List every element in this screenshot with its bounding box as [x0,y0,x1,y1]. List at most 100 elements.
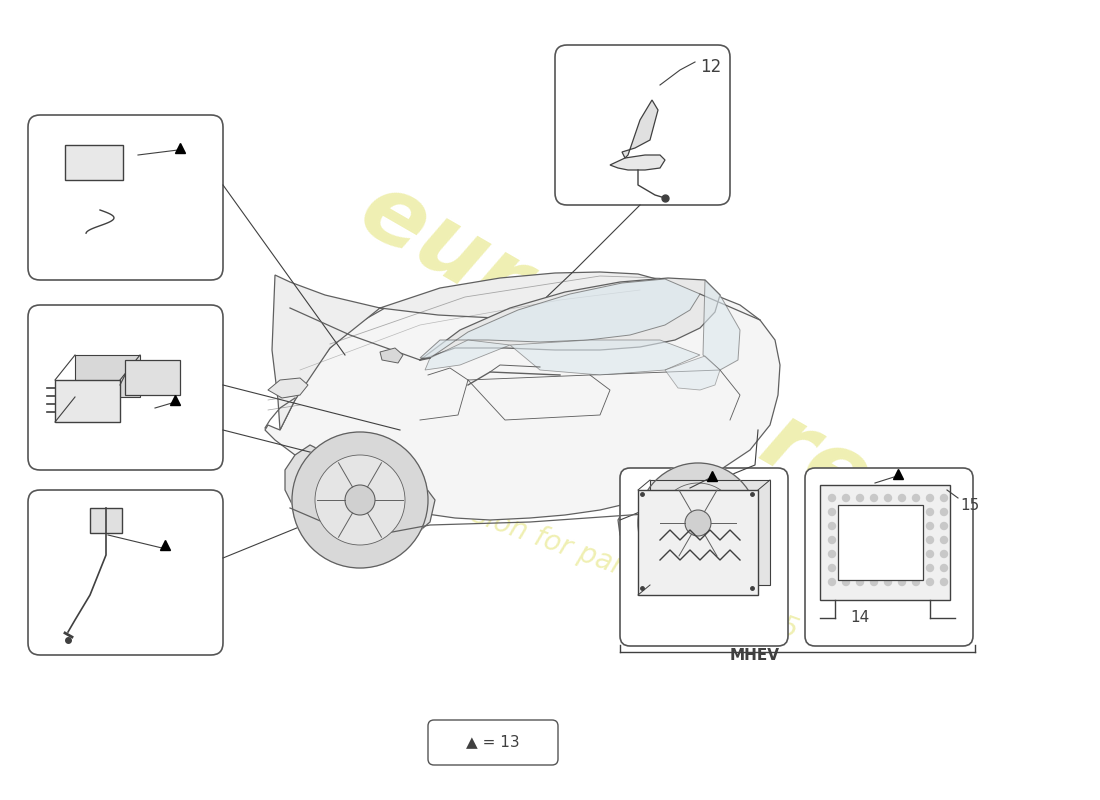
Polygon shape [618,483,778,563]
Circle shape [315,455,405,545]
Circle shape [884,537,891,543]
FancyBboxPatch shape [65,145,123,180]
FancyBboxPatch shape [90,508,122,533]
Circle shape [843,522,849,530]
Polygon shape [425,340,510,370]
Circle shape [857,494,864,502]
Circle shape [828,550,836,558]
Circle shape [870,565,878,571]
Text: a passion for parts since 1985: a passion for parts since 1985 [398,475,802,645]
Circle shape [940,578,947,586]
FancyBboxPatch shape [28,305,223,470]
Circle shape [843,509,849,515]
Polygon shape [420,278,720,360]
FancyBboxPatch shape [650,480,770,585]
Circle shape [828,494,836,502]
Circle shape [828,565,836,571]
Circle shape [940,550,947,558]
Polygon shape [265,278,780,520]
Circle shape [940,565,947,571]
Circle shape [870,537,878,543]
Circle shape [843,494,849,502]
Circle shape [913,550,920,558]
FancyBboxPatch shape [55,380,120,422]
Circle shape [658,483,738,563]
Circle shape [913,565,920,571]
Polygon shape [621,100,658,158]
Text: 15: 15 [960,498,979,513]
Circle shape [884,522,891,530]
Circle shape [926,550,934,558]
Polygon shape [379,348,403,363]
Circle shape [857,522,864,530]
FancyBboxPatch shape [838,505,923,580]
Circle shape [899,522,905,530]
Circle shape [913,494,920,502]
Circle shape [828,578,836,586]
Polygon shape [272,272,670,430]
Circle shape [884,494,891,502]
Circle shape [899,494,905,502]
Circle shape [926,509,934,515]
FancyBboxPatch shape [75,355,140,397]
Circle shape [857,578,864,586]
Circle shape [685,510,711,536]
Circle shape [828,537,836,543]
Circle shape [843,550,849,558]
Circle shape [870,494,878,502]
Circle shape [345,485,375,515]
Circle shape [884,550,891,558]
Circle shape [884,578,891,586]
Text: eurospa res: eurospa res [344,162,936,558]
Circle shape [899,537,905,543]
Text: ▲ = 13: ▲ = 13 [466,734,520,750]
Polygon shape [420,279,700,358]
Circle shape [857,565,864,571]
Circle shape [292,432,428,568]
FancyBboxPatch shape [28,115,223,280]
Circle shape [843,578,849,586]
FancyBboxPatch shape [620,468,788,646]
Text: MHEV: MHEV [730,648,780,663]
Text: 12: 12 [700,58,722,76]
Polygon shape [510,340,700,375]
Circle shape [884,565,891,571]
Circle shape [926,565,934,571]
Circle shape [899,509,905,515]
FancyBboxPatch shape [28,490,223,655]
Circle shape [870,509,878,515]
FancyBboxPatch shape [125,360,180,395]
Circle shape [899,550,905,558]
Circle shape [857,550,864,558]
FancyBboxPatch shape [428,720,558,765]
Polygon shape [285,445,435,538]
Circle shape [828,522,836,530]
Circle shape [940,537,947,543]
Circle shape [899,578,905,586]
Circle shape [926,537,934,543]
Circle shape [843,537,849,543]
Circle shape [913,578,920,586]
Circle shape [857,509,864,515]
Circle shape [940,494,947,502]
Circle shape [940,522,947,530]
Circle shape [913,509,920,515]
Circle shape [870,578,878,586]
Text: 14: 14 [850,610,870,625]
Circle shape [899,565,905,571]
Circle shape [926,494,934,502]
FancyBboxPatch shape [556,45,730,205]
Circle shape [926,578,934,586]
Polygon shape [703,280,740,370]
Circle shape [828,509,836,515]
Circle shape [926,522,934,530]
Circle shape [870,550,878,558]
Circle shape [638,463,758,583]
Circle shape [870,522,878,530]
Polygon shape [610,155,665,170]
Circle shape [940,509,947,515]
FancyBboxPatch shape [820,485,950,600]
Polygon shape [268,378,308,398]
FancyBboxPatch shape [805,468,974,646]
Circle shape [843,565,849,571]
